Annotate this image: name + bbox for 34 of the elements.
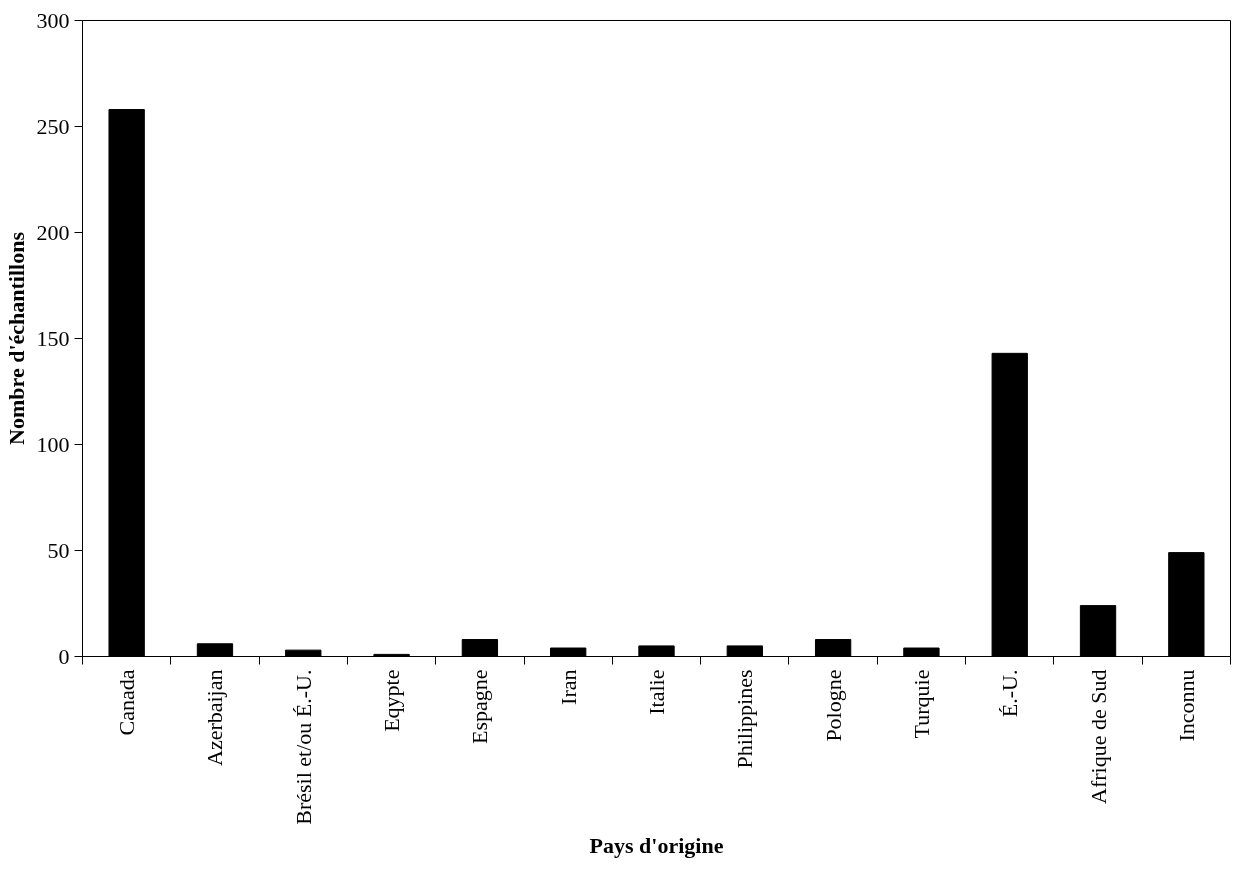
x-tick-label: Iran <box>555 669 581 705</box>
x-tick-label: É.-U. <box>997 669 1023 718</box>
bar <box>461 639 499 657</box>
x-tick-label: Azerbaijan <box>202 669 228 766</box>
x-tick-label: Philippines <box>732 669 758 769</box>
x-tick-label: Afrique de Sud <box>1085 669 1111 804</box>
bar <box>903 647 940 657</box>
y-tick-label: 0 <box>58 643 70 669</box>
bar <box>1168 552 1205 657</box>
bar <box>1079 605 1117 657</box>
x-tick-label: Espagne <box>467 669 493 745</box>
bar <box>991 352 1028 657</box>
y-tick-label: 100 <box>36 431 70 457</box>
y-tick-label: 200 <box>36 219 70 245</box>
bar <box>726 645 763 657</box>
bar <box>638 645 675 657</box>
bar <box>108 109 145 657</box>
x-tick-label: Turquie <box>908 669 934 739</box>
bar <box>196 643 234 657</box>
x-axis-title: Pays d'origine <box>589 832 724 858</box>
x-tick-label: Canada <box>114 669 140 736</box>
x-tick-label: Inconnu <box>1173 669 1199 742</box>
y-axis-title: Nombre d'échantillons <box>3 231 29 445</box>
x-tick-label: Brésil et/ou É.-U. <box>290 669 316 825</box>
y-tick-label: 250 <box>36 113 70 139</box>
bar <box>285 649 322 657</box>
x-tick-label: Italie <box>644 669 669 715</box>
bar <box>550 647 587 657</box>
x-tick-label: Eqypte <box>379 669 405 732</box>
x-tick-label: Pologne <box>820 669 846 742</box>
y-tick-label: 50 <box>47 537 70 563</box>
y-tick-label: 150 <box>36 325 70 351</box>
bar <box>814 639 852 657</box>
y-tick-label: 300 <box>36 7 70 33</box>
